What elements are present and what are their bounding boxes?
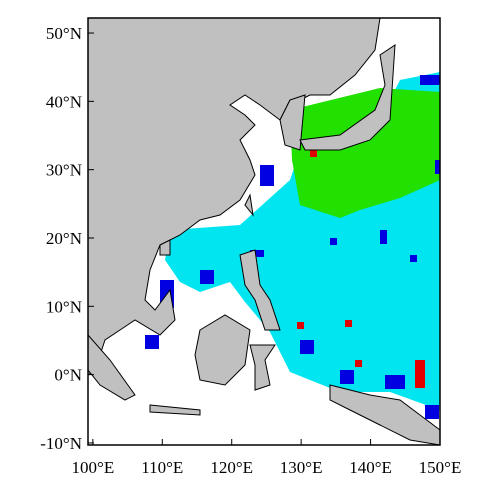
y-tick-label: 10°N xyxy=(46,297,82,316)
taiwan xyxy=(244,193,254,217)
philippines xyxy=(239,249,281,331)
x-tick-label: 130°E xyxy=(280,458,323,477)
x-tick-label: 100°E xyxy=(72,458,115,477)
x-tick-label: 110°E xyxy=(141,458,183,477)
y-tick-label: -10°N xyxy=(40,434,82,453)
japan xyxy=(299,44,396,151)
y-tick-label: 30°N xyxy=(46,161,82,180)
y-tick-label: 20°N xyxy=(46,229,82,248)
java xyxy=(149,404,201,416)
new-guinea xyxy=(329,384,440,445)
map-frame xyxy=(87,17,441,446)
green-field xyxy=(290,88,440,218)
y-tick-label: 40°N xyxy=(46,92,82,111)
korea xyxy=(279,94,306,151)
sumatra xyxy=(88,334,136,401)
map-area xyxy=(88,18,440,445)
hainan xyxy=(159,239,171,256)
sulawesi xyxy=(249,344,276,391)
x-tick-label: 120°E xyxy=(210,458,253,477)
x-tick-label: 150°E xyxy=(419,458,462,477)
y-tick-label: 50°N xyxy=(46,24,82,43)
borneo xyxy=(194,314,251,386)
x-tick-label: 140°E xyxy=(349,458,392,477)
y-tick-label: 0°N xyxy=(54,366,82,385)
